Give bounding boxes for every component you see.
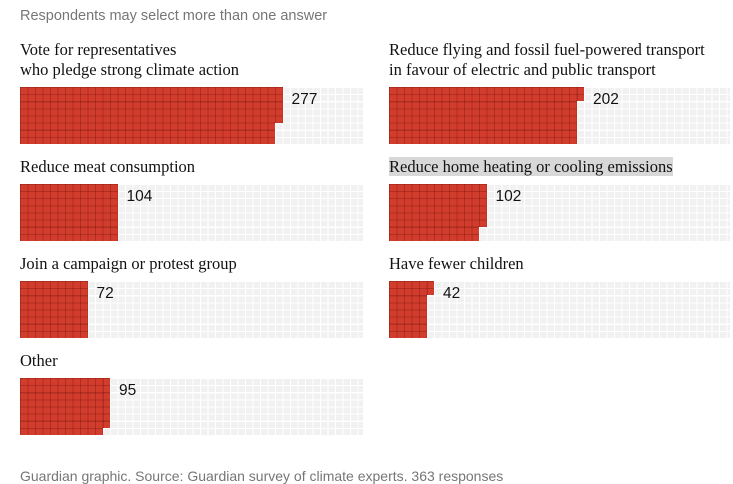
chart-item: Reduce home heating or cooling emissions… <box>389 157 730 241</box>
chart-item-label-text: Have fewer children <box>389 254 524 273</box>
chart-item-label: Reduce flying and fossil fuel-powered tr… <box>389 40 730 80</box>
waffle-track: 72 <box>20 281 363 338</box>
waffle-fill-step <box>426 281 434 296</box>
waffle-fill-step <box>275 87 283 123</box>
chart-item-label: Join a campaign or protest group <box>20 254 363 274</box>
chart-item-label: Other <box>20 351 363 371</box>
chart-item-label-text: Other <box>20 351 58 370</box>
waffle-fill-step <box>479 184 487 227</box>
bar-value: 72 <box>96 285 114 302</box>
chart-item: Join a campaign or protest group 72 <box>20 254 363 338</box>
waffle-track: 42 <box>389 281 730 338</box>
chart-item: Vote for representatives who pledge stro… <box>20 40 363 144</box>
waffle-fill <box>389 184 479 241</box>
waffle-fill <box>20 281 88 338</box>
waffle-track: 202 <box>389 87 730 144</box>
chart-item: Reduce flying and fossil fuel-powered tr… <box>389 40 730 144</box>
chart-item-label: Reduce home heating or cooling emissions <box>389 157 730 177</box>
chart-item-label-text: Vote for representatives who pledge stro… <box>20 40 240 79</box>
bar-value: 104 <box>126 188 153 205</box>
chart-note: Respondents may select more than one ans… <box>20 8 328 24</box>
source-line: Guardian graphic. Source: Guardian surve… <box>20 468 504 484</box>
waffle-fill <box>20 378 103 435</box>
chart-item-label-text: Reduce flying and fossil fuel-powered tr… <box>389 40 705 79</box>
bar-value: 42 <box>443 285 461 302</box>
waffle-fill-step <box>576 87 584 102</box>
chart-columns: Vote for representatives who pledge stro… <box>20 40 730 448</box>
bar-value: 95 <box>119 382 137 399</box>
chart-item: Other 95 <box>20 351 363 435</box>
waffle-track: 104 <box>20 184 363 241</box>
waffle-fill-step <box>102 378 110 428</box>
waffle-fill <box>389 281 427 338</box>
bar-value: 277 <box>291 91 318 108</box>
waffle-fill <box>20 184 118 241</box>
chart-item-label: Reduce meat consumption <box>20 157 363 177</box>
chart-item-label: Have fewer children <box>389 254 730 274</box>
chart-item-label: Vote for representatives who pledge stro… <box>20 40 363 80</box>
bar-value: 202 <box>593 91 619 108</box>
chart-item: Have fewer children 42 <box>389 254 730 338</box>
chart-item-label-text: Reduce home heating or cooling emissions <box>389 157 673 176</box>
waffle-fill <box>389 87 577 144</box>
waffle-track: 102 <box>389 184 730 241</box>
chart-item-label-text: Join a campaign or protest group <box>20 254 237 273</box>
chart-column-right: Reduce flying and fossil fuel-powered tr… <box>389 40 730 351</box>
chart-item: Reduce meat consumption 104 <box>20 157 363 241</box>
chart-item-label-text: Reduce meat consumption <box>20 157 196 176</box>
waffle-fill <box>20 87 275 144</box>
waffle-track: 95 <box>20 378 363 435</box>
bar-value: 102 <box>495 188 522 205</box>
waffle-track: 277 <box>20 87 363 144</box>
chart-column-left: Vote for representatives who pledge stro… <box>20 40 363 448</box>
